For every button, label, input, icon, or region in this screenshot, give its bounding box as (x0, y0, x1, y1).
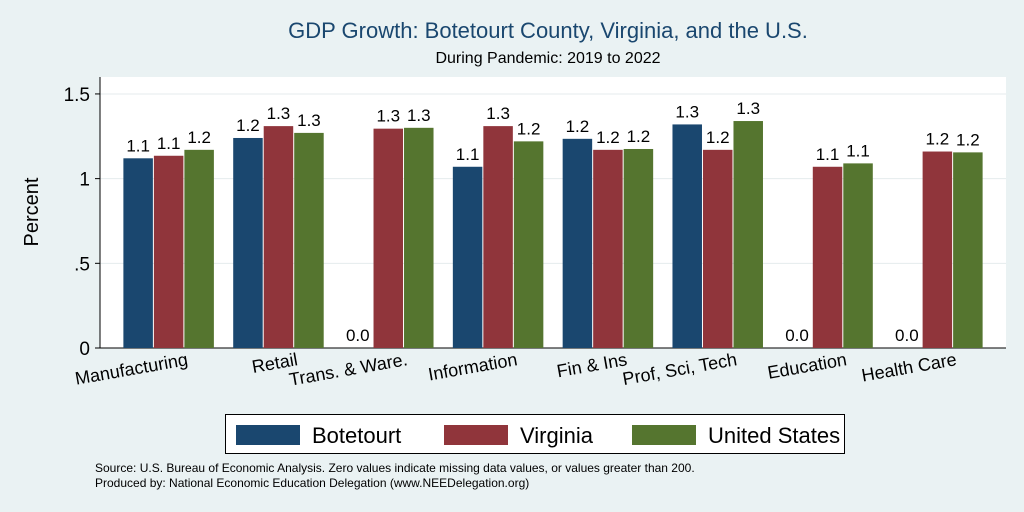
legend-swatch-united-states (632, 425, 696, 445)
bar (623, 148, 654, 348)
bar (672, 124, 702, 348)
bar (922, 151, 953, 348)
legend-label-botetourt: Botetourt (312, 423, 402, 448)
bar (123, 158, 153, 348)
x-tick-label: Health Care (860, 349, 958, 385)
bar (263, 126, 294, 349)
bar-value-label: 1.3 (297, 111, 321, 130)
bar-value-label: 1.3 (486, 104, 510, 123)
bar-value-label: 1.1 (126, 136, 150, 155)
y-axis-label: Percent (21, 177, 43, 246)
bar (843, 163, 873, 348)
bar-value-label: 1.2 (566, 117, 590, 136)
bar-value-label: 1.1 (816, 145, 840, 164)
legend-swatch-virginia (444, 425, 508, 445)
bar (153, 155, 184, 348)
bar (953, 152, 983, 348)
x-tick-label: Manufacturing (74, 349, 190, 389)
bar (404, 127, 434, 348)
bar (483, 126, 513, 349)
bar-value-label: 1.2 (926, 130, 950, 149)
y-tick-label: 1 (79, 170, 90, 191)
legend-label-united-states: United States (708, 423, 841, 448)
chart-subtitle: During Pandemic: 2019 to 2022 (435, 50, 661, 67)
bar-value-label: 1.3 (376, 107, 400, 126)
x-tick-label: Prof, Sci, Tech (621, 349, 738, 389)
bar (812, 166, 843, 348)
bar (373, 128, 404, 348)
x-tick-label: Education (766, 349, 848, 383)
y-tick-label: .5 (74, 254, 90, 275)
y-tick-label: 1.5 (64, 85, 90, 106)
bar (593, 149, 623, 348)
bar-value-label: 1.3 (267, 104, 291, 123)
legend-swatch-botetourt (236, 425, 300, 445)
legend: Botetourt Virginia United States (225, 414, 845, 454)
bar-value-label: 1.1 (846, 141, 870, 160)
chart-title: GDP Growth: Botetourt County, Virginia, … (288, 18, 808, 43)
bar-value-label: 1.2 (706, 128, 730, 147)
x-tick-label: Trans. & Ware. (288, 349, 409, 389)
bar-value-label: 1.2 (956, 130, 980, 149)
bar (733, 121, 763, 348)
bar-value-label: 1.1 (157, 134, 181, 153)
bar (184, 149, 214, 348)
bar-value-label: 1.2 (627, 127, 651, 146)
x-tick-label: Fin & Ins (555, 349, 628, 381)
bar (233, 137, 263, 348)
bar-value-label: 0.0 (346, 326, 370, 345)
bar-value-label: 1.1 (456, 145, 480, 164)
bar-value-label: 1.2 (517, 119, 541, 138)
bar-value-label: 1.3 (407, 106, 431, 125)
bar-value-label: 1.2 (187, 128, 211, 147)
bar-value-label: 1.2 (236, 116, 260, 135)
bar-value-label: 0.0 (895, 326, 919, 345)
bar-value-label: 1.3 (675, 102, 699, 121)
bar (702, 149, 733, 348)
source-note: Source: U.S. Bureau of Economic Analysis… (95, 461, 695, 475)
bar-value-label: 1.3 (736, 99, 760, 118)
bar-value-label: 1.2 (596, 128, 620, 147)
x-tick-label: Information (427, 349, 519, 384)
bar-value-label: 0.0 (785, 326, 809, 345)
y-tick-label: 0 (79, 339, 90, 360)
bar (562, 138, 593, 348)
bar (452, 166, 483, 348)
legend-label-virginia: Virginia (520, 423, 593, 448)
bar (294, 132, 324, 348)
producer-note: Produced by: National Economic Education… (95, 476, 530, 490)
bar (513, 141, 544, 348)
